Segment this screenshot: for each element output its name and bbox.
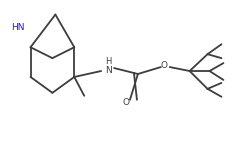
Text: H: H — [105, 57, 111, 66]
Text: O: O — [122, 98, 130, 107]
Text: HN: HN — [11, 23, 24, 32]
Text: O: O — [160, 61, 167, 70]
Text: N: N — [105, 66, 112, 75]
